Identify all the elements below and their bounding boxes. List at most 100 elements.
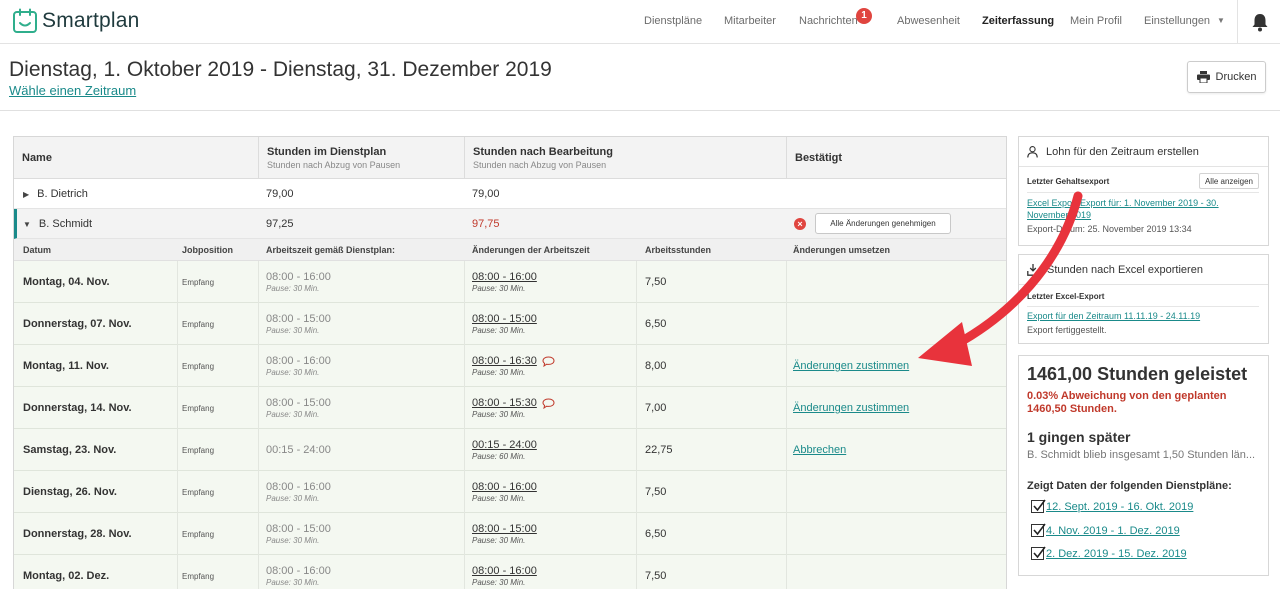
changed-time-link[interactable]: 08:00 - 15:00 — [472, 523, 537, 535]
detail-col-actions: Änderungen umsetzen — [793, 245, 891, 255]
plan-item[interactable]: 2. Dez. 2019 - 15. Dez. 2019 — [1031, 546, 1187, 560]
changed-time-link[interactable]: 08:00 - 16:00 — [472, 481, 537, 493]
checkbox[interactable] — [1031, 499, 1046, 513]
page-title: Dienstag, 1. Oktober 2019 - Dienstag, 31… — [9, 58, 552, 81]
deviation-text: 0.03% Abweichung von den geplanten 1460,… — [1027, 390, 1227, 415]
collapse-icon[interactable]: ▼ — [23, 219, 31, 229]
export-status: Export fertiggestellt. — [1027, 325, 1107, 335]
comment-icon[interactable] — [542, 397, 555, 409]
plan-item[interactable]: 4. Nov. 2019 - 1. Dez. 2019 — [1031, 523, 1180, 537]
cell-divider — [464, 387, 465, 429]
planned-time: 08:00 - 16:00 — [266, 481, 331, 493]
approve-all-button[interactable]: Alle Änderungen genehmigen — [815, 213, 951, 234]
row-date: Montag, 04. Nov. — [23, 276, 110, 288]
excel-panel-header[interactable]: Stunden nach Excel exportieren — [1019, 255, 1268, 285]
checkbox[interactable] — [1031, 523, 1046, 537]
top-navigation: Smartplan Dienstpläne Mitarbeiter Nachri… — [0, 0, 1280, 44]
print-button[interactable]: Drucken — [1187, 61, 1266, 93]
cell-divider — [258, 303, 259, 345]
payroll-export-link[interactable]: Excel Export Export für: 1. November 201… — [1027, 197, 1263, 221]
planned-time: 08:00 - 15:00 — [266, 313, 331, 325]
table-row: Donnerstag, 28. Nov. Empfang 08:00 - 15:… — [14, 513, 1006, 555]
nav-nachrichten[interactable]: Nachrichten — [799, 15, 858, 27]
approve-changes-link[interactable]: Änderungen zustimmen — [793, 360, 910, 372]
planned-pause: Pause: 30 Min. — [266, 326, 320, 335]
status-error-icon: × — [794, 209, 806, 239]
changed-time-link[interactable]: 08:00 - 15:30 — [472, 397, 537, 409]
nav-dienstplaene[interactable]: Dienstpläne — [644, 15, 703, 27]
person-row-dietrich[interactable]: ▶ B. Dietrich 79,00 79,00 — [14, 179, 1006, 209]
plan-link[interactable]: 4. Nov. 2019 - 1. Dez. 2019 — [1046, 524, 1180, 537]
person-name-cell: ▼ B. Schmidt — [23, 209, 92, 239]
cell-divider — [636, 513, 637, 555]
cell-divider — [258, 429, 259, 471]
person-row-schmidt[interactable]: ▼ B. Schmidt 97,25 97,75 × Alle Änderung… — [14, 209, 1006, 239]
nav-einstellungen[interactable]: Einstellungen — [1144, 15, 1211, 27]
bell-icon[interactable] — [1251, 12, 1269, 32]
logo[interactable]: Smartplan — [12, 8, 140, 34]
cell-divider — [177, 387, 178, 429]
user-icon — [1027, 145, 1038, 158]
cell-divider — [636, 345, 637, 387]
payroll-panel: Lohn für den Zeitraum erstellen Letzter … — [1018, 136, 1269, 246]
cell-divider — [464, 513, 465, 555]
row-date: Donnerstag, 28. Nov. — [23, 528, 132, 540]
excel-export-link[interactable]: Export für den Zeitraum 11.11.19 - 24.11… — [1027, 311, 1201, 321]
checkmark-icon — [1033, 523, 1046, 536]
planned-pause: Pause: 30 Min. — [266, 410, 320, 419]
cell-divider — [258, 387, 259, 429]
excel-title: Stunden nach Excel exportieren — [1047, 263, 1203, 276]
select-period-link[interactable]: Wähle einen Zeitraum — [9, 83, 137, 98]
cell-divider — [786, 513, 787, 555]
plan-item[interactable]: 12. Sept. 2019 - 16. Okt. 2019 — [1031, 499, 1194, 513]
changed-time-link[interactable]: 08:00 - 16:00 — [472, 271, 537, 283]
cell-divider — [786, 303, 787, 345]
comment-icon[interactable] — [542, 355, 555, 367]
summary-panel: 1461,00 Stunden geleistet 0.03% Abweichu… — [1018, 355, 1269, 576]
late-count-title: 1 gingen später — [1027, 429, 1131, 445]
cell-divider — [786, 429, 787, 471]
approve-changes-link[interactable]: Änderungen zustimmen — [793, 402, 910, 414]
payroll-link-line[interactable]: November 2019 — [1027, 210, 1092, 220]
payroll-panel-header[interactable]: Lohn für den Zeitraum erstellen — [1019, 137, 1268, 167]
payroll-link-line[interactable]: Excel Export Export für: 1. November 201… — [1027, 198, 1219, 208]
column-header-confirmed: Bestätigt — [786, 137, 1006, 179]
nav-zeiterfassung[interactable]: Zeiterfassung — [982, 15, 1055, 27]
work-hours: 7,50 — [645, 276, 667, 288]
planned-pause: Pause: 30 Min. — [266, 494, 320, 503]
last-excel-label: Letzter Excel-Export — [1027, 292, 1105, 301]
cell-divider — [258, 261, 259, 303]
cell-divider — [177, 303, 178, 345]
cell-divider — [177, 513, 178, 555]
column-title: Stunden im Dienstplan — [267, 146, 387, 158]
cell-divider — [177, 429, 178, 471]
divider — [1027, 306, 1259, 307]
changed-time-link[interactable]: 00:15 - 24:00 — [472, 439, 537, 451]
plan-link[interactable]: 12. Sept. 2019 - 16. Okt. 2019 — [1046, 500, 1194, 513]
expand-icon[interactable]: ▶ — [23, 189, 30, 199]
cell-divider — [636, 303, 637, 345]
nav-mitarbeiter[interactable]: Mitarbeiter — [724, 15, 776, 27]
planned-time: 08:00 - 15:00 — [266, 523, 331, 535]
changed-time-link[interactable]: 08:00 - 16:00 — [472, 565, 537, 577]
cell-divider — [786, 471, 787, 513]
changed-time-link[interactable]: 08:00 - 16:30 — [472, 355, 537, 367]
show-all-button[interactable]: Alle anzeigen — [1199, 173, 1259, 189]
divider — [1027, 192, 1259, 193]
checkbox[interactable] — [1031, 546, 1046, 560]
row-date: Donnerstag, 07. Nov. — [23, 318, 132, 330]
planned-hours: 79,00 — [266, 188, 294, 200]
table-row: Dienstag, 26. Nov. Empfang 08:00 - 16:00… — [14, 471, 1006, 513]
work-hours: 8,00 — [645, 360, 667, 372]
changed-time-link[interactable]: 08:00 - 15:00 — [472, 313, 537, 325]
cancel-link[interactable]: Abbrechen — [793, 444, 847, 456]
table-row: Samstag, 23. Nov. Empfang 00:15 - 24:00 … — [14, 429, 1006, 471]
nav-abwesenheit[interactable]: Abwesenheit — [897, 15, 960, 27]
plan-link[interactable]: 2. Dez. 2019 - 15. Dez. 2019 — [1046, 547, 1187, 560]
changed-pause: Pause: 30 Min. — [472, 326, 526, 335]
nav-mein-profil[interactable]: Mein Profil — [1070, 15, 1122, 27]
column-subtitle: Stunden nach Abzug von Pausen — [267, 160, 401, 170]
chevron-down-icon[interactable]: ▼ — [1217, 16, 1225, 25]
row-date: Montag, 02. Dez. — [23, 570, 110, 582]
row-job: Empfang — [182, 361, 215, 371]
